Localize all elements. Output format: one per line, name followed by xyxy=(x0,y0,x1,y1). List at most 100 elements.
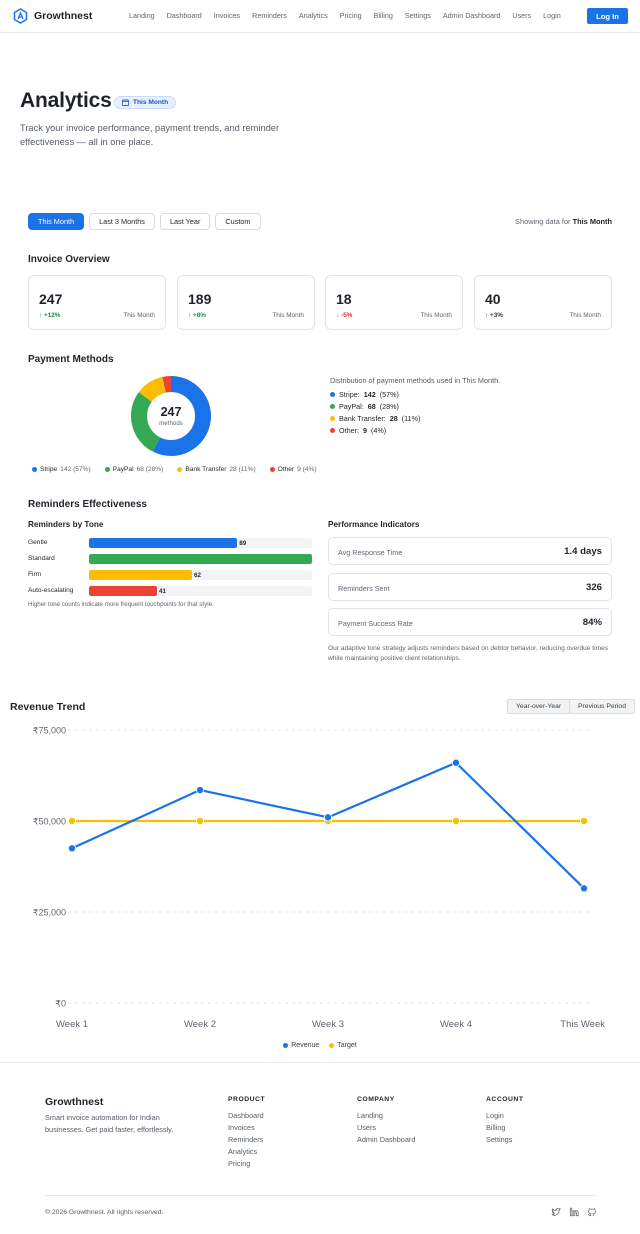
footer-link-admin-dashboard[interactable]: Admin Dashboard xyxy=(357,1135,416,1144)
footer-link-login[interactable]: Login xyxy=(486,1111,504,1120)
filter-this-month[interactable]: This Month xyxy=(28,213,85,230)
footer-link-reminders[interactable]: Reminders xyxy=(228,1135,264,1144)
indicator-label: Reminders Sent xyxy=(338,584,390,593)
stat-value: 247 xyxy=(39,291,63,307)
login-button[interactable]: Log In xyxy=(587,8,628,24)
page-title: Analytics xyxy=(20,89,112,112)
tone-label: Firm xyxy=(28,571,42,578)
nav-link-admin-dashboard[interactable]: Admin Dashboard xyxy=(442,11,501,20)
footer-link-analytics[interactable]: Analytics xyxy=(228,1147,258,1156)
method-name: Other: xyxy=(339,426,359,435)
filter-custom[interactable]: Custom xyxy=(215,213,261,230)
footer-link-invoices[interactable]: Invoices xyxy=(228,1123,255,1132)
data-point-revenue[interactable] xyxy=(323,813,332,822)
chart-legend-item-revenue: Revenue xyxy=(283,1042,319,1049)
legend-item-bank-transfer: Bank Transfer 28 (11%) xyxy=(177,466,256,473)
data-point-revenue[interactable] xyxy=(68,844,77,853)
legend-name: Bank Transfer xyxy=(185,466,227,473)
indicator-value: 326 xyxy=(585,582,602,593)
tone-value: 89 xyxy=(239,540,247,547)
data-point-target[interactable] xyxy=(580,817,589,826)
payment-legend: Stripe 142 (57%) PayPal 68 (28%) Bank Transf… xyxy=(32,466,317,473)
donut-total: 247 xyxy=(160,405,182,419)
payment-breakdown-list: Stripe: 142 (57%) PayPal: 68 (28%) Bank Transf… xyxy=(330,390,420,435)
twitter-icon[interactable] xyxy=(551,1207,561,1217)
donut-center: 247 methods xyxy=(131,376,211,456)
footer-description: Smart invoice automation for Indian busi… xyxy=(45,1113,174,1134)
stat-period: This Month xyxy=(272,312,304,319)
github-icon[interactable] xyxy=(587,1207,597,1217)
legend-item-stripe: Stripe 142 (57%) xyxy=(32,466,91,473)
stat-period: This Month xyxy=(569,312,601,319)
data-point-revenue[interactable] xyxy=(195,786,204,795)
showing-prefix: Showing data for xyxy=(515,217,571,226)
method-count: 68 xyxy=(367,402,376,411)
legend-label: Target xyxy=(337,1042,357,1049)
footer-link-users[interactable]: Users xyxy=(357,1123,377,1132)
nav-link-analytics[interactable]: Analytics xyxy=(298,11,328,20)
filter-last-year[interactable]: Last Year xyxy=(159,213,211,230)
legend-name: Stripe xyxy=(40,466,58,473)
nav-link-landing[interactable]: Landing xyxy=(129,11,155,20)
data-point-target[interactable] xyxy=(451,817,460,826)
tone-bar-track xyxy=(89,538,312,548)
revenue-legend: Revenue Target xyxy=(0,1042,640,1049)
brand[interactable]: Growthnest xyxy=(13,8,92,24)
donut-slice-other xyxy=(131,376,211,456)
linkedin-icon[interactable] xyxy=(569,1207,579,1217)
reminders-title: Reminders Effectiveness xyxy=(28,499,147,510)
nav-link-invoices[interactable]: Invoices xyxy=(213,11,241,20)
nav-link-login[interactable]: Login xyxy=(543,11,561,20)
stat-value: 40 xyxy=(485,291,501,307)
footer-link-pricing[interactable]: Pricing xyxy=(228,1159,251,1168)
data-point-revenue[interactable] xyxy=(580,884,589,893)
method-count: 28 xyxy=(389,414,398,423)
legend-dot xyxy=(32,467,37,472)
nav-link-users[interactable]: Users xyxy=(512,11,532,20)
nav-link-pricing[interactable]: Pricing xyxy=(339,11,362,20)
data-point-target[interactable] xyxy=(68,817,77,826)
method-name: Bank Transfer: xyxy=(339,414,386,423)
legend-label: Revenue xyxy=(291,1042,320,1049)
footer-link-billing[interactable]: Billing xyxy=(486,1123,506,1132)
payment-method-other: Other: 9 (4%) xyxy=(330,426,420,435)
method-pct: (4%) xyxy=(370,426,387,435)
footer-link-landing[interactable]: Landing xyxy=(357,1111,383,1120)
stat-change: ↓ -5% xyxy=(336,312,353,319)
data-point-revenue[interactable] xyxy=(451,758,460,767)
footer-link-settings[interactable]: Settings xyxy=(486,1135,513,1144)
showing-value: This Month xyxy=(572,217,612,226)
performance-card: Reminders Sent 326 xyxy=(328,573,612,601)
footer-divider xyxy=(45,1195,596,1196)
previous-period-button[interactable]: Previous Period xyxy=(569,699,635,714)
nav-link-dashboard[interactable]: Dashboard xyxy=(166,11,202,20)
year-over-year-button[interactable]: Year-over-Year xyxy=(507,699,571,714)
tone-note: Higher tone counts indicate more frequen… xyxy=(28,601,214,608)
donut-slice-paypal xyxy=(131,376,211,456)
x-tick-label: Week 4 xyxy=(440,1019,472,1030)
legend-name: PayPal xyxy=(112,466,134,473)
copyright: © 2026 Growthnest. All rights reserved. xyxy=(45,1209,164,1216)
nav-link-billing[interactable]: Billing xyxy=(373,11,393,20)
footer-link-dashboard[interactable]: Dashboard xyxy=(228,1111,264,1120)
tone-bar-fill xyxy=(89,538,238,548)
legend-dot xyxy=(329,1043,335,1048)
nav-link-settings[interactable]: Settings xyxy=(404,11,431,20)
y-tick-label: ₹0 xyxy=(55,999,66,1009)
tone-label: Standard xyxy=(28,555,55,562)
filter-last-3-months[interactable]: Last 3 Months xyxy=(89,213,155,230)
legend-item-other: Other 9 (4%) xyxy=(269,466,317,473)
revenue-trend-title: Revenue Trend xyxy=(10,701,86,713)
donut-total-label: methods xyxy=(159,420,183,427)
page-subtitle: Track your invoice performance, payment … xyxy=(20,123,280,147)
payment-method-bank-transfer: Bank Transfer: 28 (11%) xyxy=(330,414,420,423)
stat-period: This Month xyxy=(123,312,155,319)
tone-value: 62 xyxy=(194,572,201,579)
data-point-target[interactable] xyxy=(195,817,204,826)
legend-stats: 9 (4%) xyxy=(297,466,317,473)
stat-change: ↑ +3% xyxy=(485,312,503,319)
stat-change: ↑ +8% xyxy=(188,312,206,319)
tone-bar-track xyxy=(89,570,312,580)
stat-period: This Month xyxy=(420,312,452,319)
nav-link-reminders[interactable]: Reminders xyxy=(252,11,287,20)
